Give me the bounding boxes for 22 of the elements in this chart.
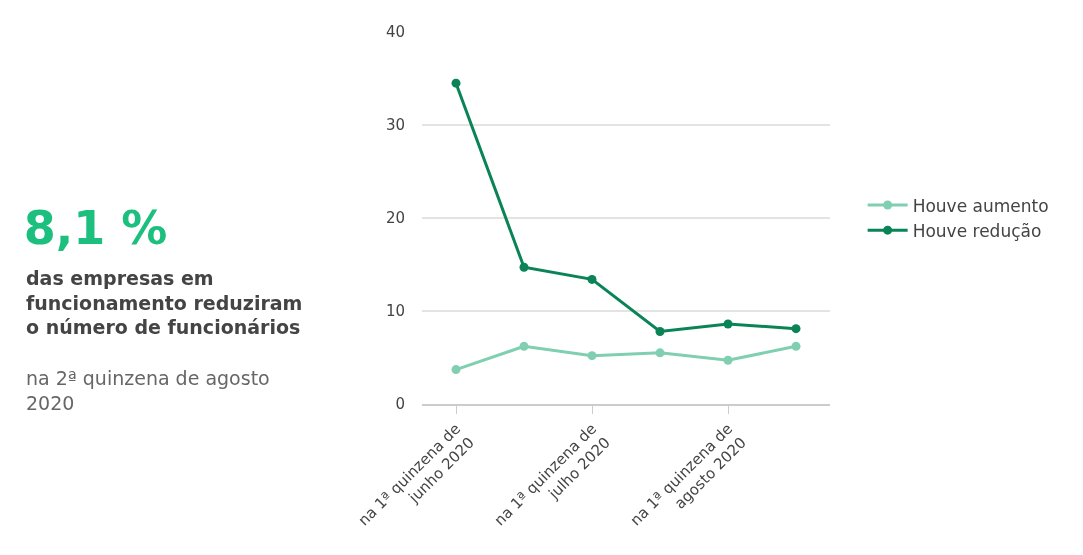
text: na 2ª quinzena de agosto 2020 [26, 367, 270, 414]
legend-label: Houve aumento [912, 195, 1049, 216]
point [587, 351, 597, 361]
point [655, 348, 665, 358]
point [655, 326, 665, 336]
point [451, 78, 461, 88]
point [519, 262, 529, 272]
point [723, 355, 733, 365]
text: 8,1 % [23, 200, 168, 255]
point [587, 274, 597, 284]
point [791, 324, 801, 334]
text: das empresas em funcionamento reduziram o número de funcionários [26, 267, 303, 339]
legend-label: Houve redução [912, 220, 1042, 241]
y-tick-label: 20 [385, 209, 405, 228]
point [451, 365, 461, 375]
y-tick-label: 30 [385, 116, 405, 135]
y-tick-label: 0 [395, 395, 405, 414]
point [519, 341, 529, 351]
point [791, 341, 801, 351]
point [723, 319, 733, 329]
y-tick-label: 10 [385, 302, 405, 321]
y-tick-label: 40 [385, 23, 405, 42]
